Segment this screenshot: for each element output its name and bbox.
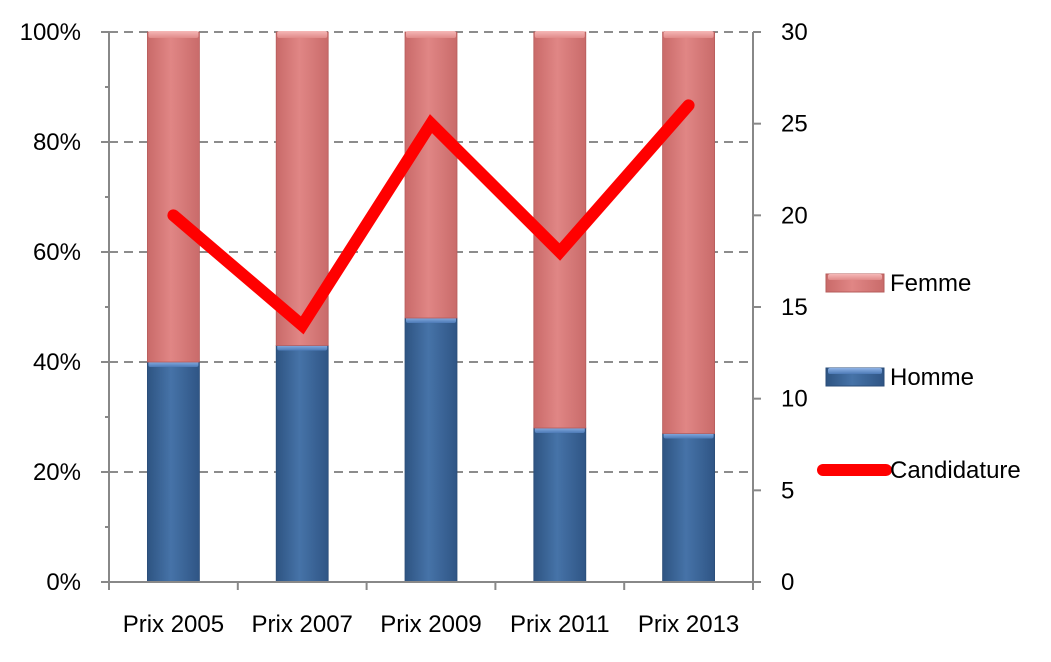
legend-label-homme: Homme [890,364,974,391]
legend-item-homme: Homme [826,364,974,391]
bar-femme [147,32,199,362]
legend: Femme Homme Candidature [823,270,1021,484]
left-tick-label: 20% [33,459,81,486]
x-tick-label: Prix 2013 [638,611,739,638]
legend-swatch-bevel [828,368,882,374]
left-tick-label: 80% [33,129,81,156]
right-tick-label: 0 [781,569,794,596]
bar-femme [663,32,715,434]
bar-femme-bevel [535,31,585,38]
x-tick-label: Prix 2005 [123,611,224,638]
legend-swatch-bevel [828,274,882,280]
legend-item-candidature: Candidature [823,457,1021,484]
legend-item-femme: Femme [826,270,971,297]
bar-homme [276,346,328,583]
bars [147,31,714,582]
x-tick-label: Prix 2011 [510,611,610,638]
bar-homme [663,434,715,583]
right-tick-label: 10 [781,386,808,413]
bar-femme-bevel [277,31,327,38]
bar-homme [405,318,457,582]
bar-femme [405,32,457,318]
left-tick-label: 100% [20,19,81,46]
right-tick-label: 20 [781,202,808,229]
left-tick-label: 40% [33,349,81,376]
bar-femme-bevel [664,31,714,38]
left-tick-label: 0% [46,569,81,596]
legend-label-candidature: Candidature [890,457,1021,484]
bar-homme [534,428,586,582]
bar-homme [147,362,199,582]
right-tick-label: 5 [781,477,794,504]
legend-label-femme: Femme [890,270,971,297]
bar-femme-bevel [148,31,198,38]
left-tick-label: 60% [33,239,81,266]
x-tick-label: Prix 2009 [380,611,481,638]
bar-femme-bevel [406,31,456,38]
right-tick-label: 25 [781,111,808,138]
right-tick-label: 15 [781,294,808,321]
x-tick-label: Prix 2007 [252,611,353,638]
right-tick-label: 30 [781,19,808,46]
